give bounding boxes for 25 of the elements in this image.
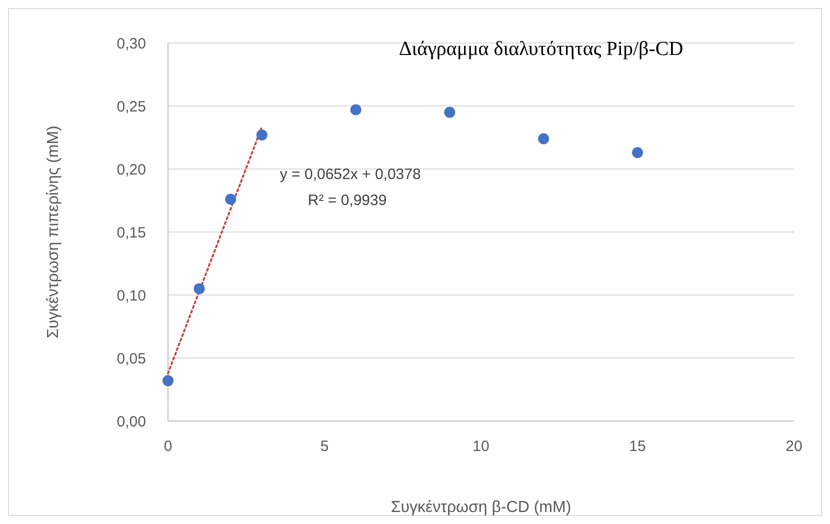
- y-tick-label: 0,10: [116, 287, 146, 304]
- point: [350, 104, 362, 116]
- y-tick-label: 0,25: [116, 98, 146, 116]
- x-tick-label: 10: [472, 438, 490, 455]
- y-tick-label: 0,00: [116, 413, 146, 430]
- point: [256, 129, 268, 140]
- y-axis-title: Συγκέντρωση πιπερίνης (mM): [45, 126, 62, 338]
- y-tick-label: 0,15: [116, 224, 146, 242]
- point: [632, 147, 643, 158]
- point: [225, 194, 236, 205]
- point: [194, 283, 205, 294]
- x-tick-label: 15: [629, 438, 646, 455]
- x-axis-title: Συγκέντρωση β-CD (mM): [390, 499, 572, 516]
- chart-title: Διάγραμμα διαλυτότητας Pip/β-CD: [398, 38, 684, 60]
- y-tick-label: 0,05: [116, 350, 146, 368]
- y-tick-label: 0,20: [116, 161, 146, 178]
- point: [444, 106, 456, 118]
- point: [162, 375, 174, 386]
- y-tick-label: 0,30: [116, 35, 146, 52]
- annotation: R² = 0,9939: [308, 192, 387, 209]
- annotation: y = 0,0652x + 0,0378: [280, 166, 421, 183]
- x-tick-label: 5: [320, 438, 329, 455]
- point: [538, 133, 550, 144]
- x-tick-label: 20: [786, 438, 802, 455]
- x-tick-label: 0: [164, 438, 172, 455]
